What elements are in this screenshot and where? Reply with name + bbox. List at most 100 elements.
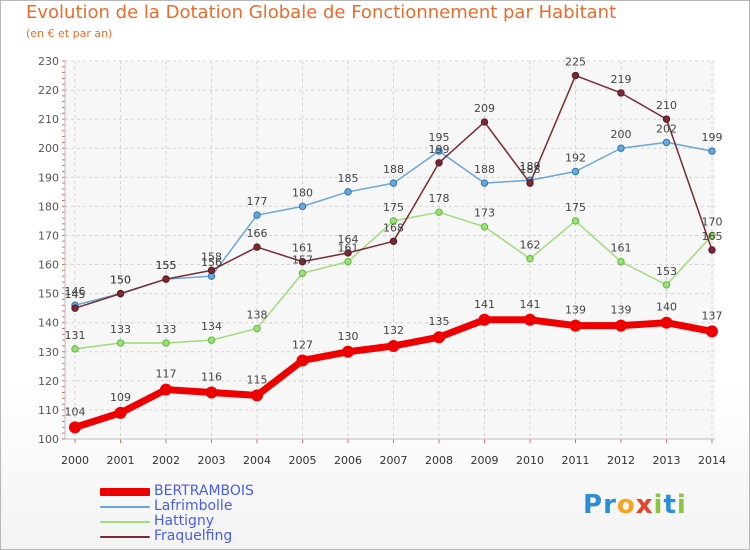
data-label: 127 [292,338,313,351]
data-point [480,179,489,187]
data-label: 166 [247,227,268,240]
legend-item-bertrambois: BERTRAMBOIS [100,483,360,499]
data-point [615,319,627,332]
logo-letter: i [653,490,664,520]
data-label: 168 [383,221,404,234]
data-label: 177 [247,195,268,208]
legend-item-fraquelfing: Fraquelfing [100,528,360,544]
x-tick-label: 2004 [243,454,271,467]
data-point [251,389,263,402]
data-point [571,217,580,225]
data-label: 117 [156,368,177,381]
data-label: 139 [565,304,586,317]
data-point [435,147,443,155]
x-tick-label: 2011 [562,454,590,467]
y-tick-label: 160 [38,259,59,272]
data-point [435,159,443,167]
y-tick-label: 110 [38,404,59,417]
data-label: 133 [110,323,131,336]
data-point [342,345,354,358]
data-label: 199 [702,131,723,144]
data-point [660,316,673,329]
data-point [708,147,716,155]
x-tick-label: 2010 [516,454,544,467]
data-label: 135 [429,315,450,328]
data-label: 185 [338,172,359,185]
chart-title: Evolution de la Dotation Globale de Fonc… [26,2,617,23]
y-tick-label: 190 [38,171,59,184]
data-label: 134 [201,320,222,333]
data-point [662,138,671,147]
data-label: 180 [292,186,313,199]
data-label: 104 [65,405,86,418]
data-point [116,339,125,347]
data-label: 178 [429,192,450,205]
y-tick-label: 220 [38,84,59,97]
data-point [526,179,534,187]
data-point [298,269,307,277]
y-tick-label: 170 [38,229,59,242]
legend-label: Fraquelfing [154,528,233,544]
data-point [344,257,352,266]
data-label: 164 [338,233,359,246]
y-tick-label: 180 [38,200,59,213]
data-point [253,324,261,333]
data-label: 132 [383,324,404,337]
data-point [205,386,218,399]
data-point [389,179,398,187]
data-point [71,345,79,353]
data-point [387,339,400,352]
y-tick-label: 140 [38,317,59,330]
data-point [389,217,398,225]
data-label: 139 [611,304,632,317]
data-point [617,89,625,97]
data-point [253,243,261,251]
data-label: 130 [338,330,359,343]
data-label: 195 [429,131,450,144]
logo-letter: r [603,490,617,520]
chart-subtitle: (en € et par an) [26,27,113,40]
legend-label: Hattigny [154,513,215,529]
logo-letter: x [635,490,654,520]
line-chart: 100 110 120 130 140 150 160 170 180 190 200 210 220 2… [38,55,726,467]
data-point [617,144,625,152]
data-label: 153 [656,265,677,278]
logo-letter: i [676,490,687,520]
plot-area [65,61,715,439]
x-tick-label: 2002 [152,454,180,467]
data-label: 109 [110,391,131,404]
data-label: 175 [565,201,586,214]
x-tick-label: 2001 [107,454,135,467]
data-label: 137 [702,309,723,322]
data-point [571,71,580,80]
legend: BERTRAMBOIS Lafrimbolle Hattigny Fraquel… [100,483,360,544]
x-tick-label: 2008 [425,454,453,467]
x-tick-label: 2005 [289,454,317,467]
data-label: 188 [474,163,495,176]
data-label: 161 [338,242,359,255]
data-label: 146 [65,285,86,298]
data-label: 161 [611,242,632,255]
data-label: 189 [520,160,541,173]
data-label: 141 [520,298,541,311]
x-tick-label: 2014 [698,454,726,467]
logo-letter: o [616,490,636,520]
x-tick-label: 2007 [380,454,408,467]
data-label: 133 [156,323,177,336]
data-point [480,118,489,126]
y-tick-label: 210 [38,113,59,126]
data-point [296,354,309,367]
y-tick-label: 100 [38,433,59,446]
logo-letter: P [583,490,604,520]
y-tick-label: 130 [38,346,59,359]
legend-label: Lafrimbolle [154,498,233,514]
y-tick-label: 200 [38,142,59,155]
data-point [571,167,580,176]
legend-swatch [100,488,150,496]
data-point [69,421,81,434]
data-label: 199 [429,143,450,156]
data-label: 175 [383,201,404,214]
x-tick-label: 2009 [471,454,499,467]
data-label: 145 [65,288,86,301]
data-label: 192 [565,151,586,164]
